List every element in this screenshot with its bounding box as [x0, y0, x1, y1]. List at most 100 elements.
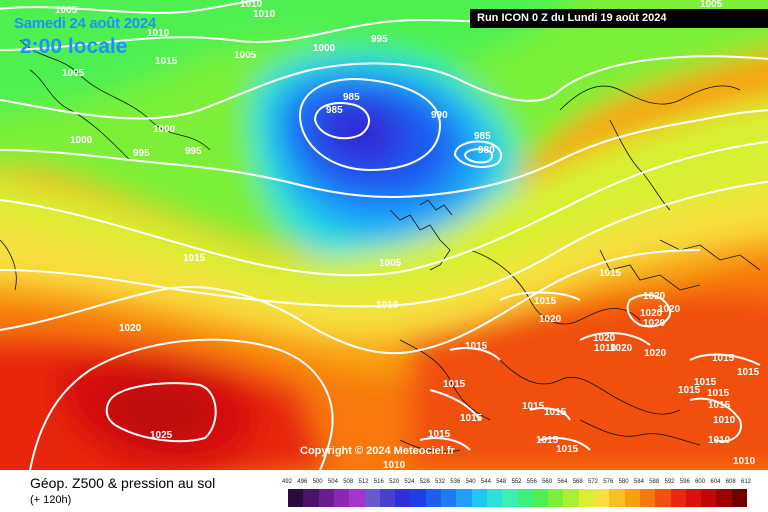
legend-swatch [563, 489, 580, 507]
isobar-label: 1015 [534, 296, 557, 307]
color-legend: 492 496 500 504 508 512 516 520 524 528 532 536 540 5… [282, 479, 752, 509]
isobar-label: 1015 [428, 429, 451, 440]
isobar-label: 1020 [643, 318, 666, 329]
legend-tick: 588 [649, 479, 660, 485]
legend-tick: 592 [664, 479, 675, 485]
isobar-label: 995 [371, 34, 388, 45]
isobar-label: 1015 [155, 56, 178, 67]
lead-time: (+ 120h) [30, 494, 72, 506]
legend-tick: 492 [282, 479, 293, 485]
legend-tick: 604 [710, 479, 721, 485]
isobar-label: 1020 [593, 333, 616, 344]
isobar-label: 1015 [443, 379, 466, 390]
isobar-label: 1020 [643, 291, 666, 302]
isobar-label: 1015 [465, 341, 488, 352]
isobar-label: 1005 [234, 50, 257, 61]
isobar-label: 1025 [150, 430, 173, 441]
isobar-label: 1000 [153, 124, 176, 135]
isobar-label: 1005 [700, 0, 723, 10]
legend-tick: 496 [297, 479, 308, 485]
legend-tick: 556 [526, 479, 537, 485]
legend-swatch [303, 489, 320, 507]
isobar-label: 1010 [253, 9, 276, 20]
legend-swatch [685, 489, 702, 507]
isobar-label: 1010 [733, 456, 756, 467]
forecast-local-time: 2:00 locale [20, 35, 128, 58]
isobar-label: 1010 [713, 415, 736, 426]
model-run-banner: Run ICON 0 Z du Lundi 19 août 2024 [470, 9, 768, 28]
copyright-notice: Copyright © 2024 Meteociel.fr [300, 445, 455, 457]
isobar-label: 1010 [240, 0, 263, 10]
isobar-label: 1015 [556, 444, 579, 455]
isobar-label: 1020 [539, 314, 562, 325]
legend-tick: 524 [404, 479, 415, 485]
legend-tick: 564 [557, 479, 568, 485]
legend-swatch [670, 489, 687, 507]
isobars [0, 0, 768, 470]
isobar-label: 985 [326, 105, 343, 116]
isobar-label: 1010 [708, 435, 731, 446]
legend-tick: 520 [389, 479, 400, 485]
isobar-label: 1000 [70, 135, 93, 146]
legend-tick: 576 [603, 479, 614, 485]
isobar-label: 1015 [678, 385, 701, 396]
legend-tick: 584 [633, 479, 644, 485]
geopotential-field [0, 0, 768, 470]
legend-swatch [395, 489, 411, 507]
isobar-label: 1015 [708, 400, 731, 411]
legend-swatch [624, 489, 641, 507]
isobar-label: 1015 [536, 435, 559, 446]
legend-swatch [441, 489, 457, 507]
isobar-label: 985 [343, 92, 360, 103]
legend-swatch [548, 489, 564, 507]
isobar-label: 1015 [707, 388, 730, 399]
legend-swatch [318, 489, 335, 507]
isobar-label: 1015 [712, 353, 735, 364]
legend-swatch [502, 489, 518, 507]
legend-swatch [594, 489, 610, 507]
parameter-title: Géop. Z500 & pression au sol [30, 475, 216, 491]
legend-tick: 596 [679, 479, 690, 485]
legend-tick: 548 [496, 479, 507, 485]
legend-tick: 580 [618, 479, 629, 485]
legend-swatch [578, 489, 595, 507]
isobar-label: 980 [478, 145, 495, 156]
legend-swatch [716, 489, 733, 507]
isobar-label: 1005 [62, 68, 85, 79]
isobar-label: 1015 [737, 367, 760, 378]
legend-swatch [655, 489, 671, 507]
legend-tick: 532 [435, 479, 446, 485]
legend-swatch [288, 489, 304, 507]
legend-tick: 572 [588, 479, 599, 485]
isobar-label: 1015 [522, 401, 545, 412]
legend-tick: 560 [542, 479, 553, 485]
legend-swatch [639, 489, 656, 507]
isobar-label: 1015 [183, 253, 206, 264]
isobar-label: 1015 [694, 377, 717, 388]
legend-tick: 508 [343, 479, 354, 485]
legend-tick: 612 [741, 479, 752, 485]
forecast-date: Samedi 24 août 2024 [14, 15, 156, 32]
legend-swatch [349, 489, 365, 507]
isobar-label: 1010 [147, 28, 170, 39]
isobar-label: 1010 [376, 300, 399, 311]
legend-swatch [425, 489, 442, 507]
isobar-label: 1015 [599, 268, 622, 279]
legend-tick: 516 [373, 479, 384, 485]
legend-tick: 512 [358, 479, 369, 485]
isobar-label: 985 [474, 131, 491, 142]
isobar-label: 1000 [313, 43, 336, 54]
legend-tick: 600 [695, 479, 706, 485]
isobar-label: 990 [431, 110, 448, 121]
isobar-label: 1010 [383, 460, 406, 471]
legend-tick: 568 [572, 479, 583, 485]
legend-tick: 504 [327, 479, 338, 485]
weather-map: 1005 1010 1010 1010 1005 1000 995 1015 1005 985 98… [0, 0, 768, 470]
isobar-label: 1020 [610, 343, 633, 354]
map-footer: Géop. Z500 & pression au sol (+ 120h) 49… [0, 470, 768, 512]
legend-tick: 552 [511, 479, 522, 485]
isobar-label: 1015 [544, 407, 567, 418]
isobar-label: 1015 [460, 413, 483, 424]
legend-swatch [379, 489, 396, 507]
legend-swatch [731, 489, 748, 507]
